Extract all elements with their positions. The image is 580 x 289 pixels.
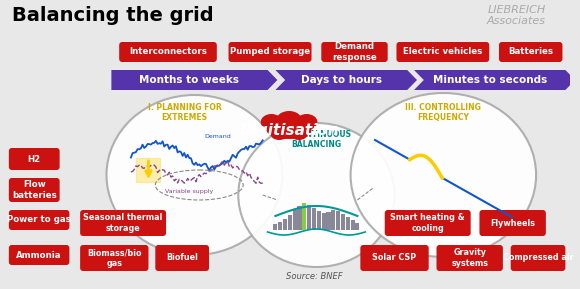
Bar bbox=[350, 220, 354, 230]
Bar bbox=[298, 206, 302, 230]
FancyBboxPatch shape bbox=[80, 245, 148, 271]
Polygon shape bbox=[414, 70, 575, 90]
Text: Flow
batteries: Flow batteries bbox=[12, 180, 57, 200]
Text: Seasonal thermal
storage: Seasonal thermal storage bbox=[84, 213, 163, 233]
Ellipse shape bbox=[270, 128, 288, 140]
Ellipse shape bbox=[350, 93, 536, 257]
Ellipse shape bbox=[261, 114, 282, 130]
Text: Electric vehicles: Electric vehicles bbox=[403, 47, 483, 57]
Polygon shape bbox=[276, 70, 417, 90]
Text: Solar CSP: Solar CSP bbox=[372, 253, 416, 262]
Text: Demand: Demand bbox=[204, 134, 231, 139]
Text: Days to hours: Days to hours bbox=[301, 75, 382, 85]
Bar bbox=[273, 224, 277, 230]
Bar bbox=[312, 208, 316, 230]
Bar bbox=[278, 222, 282, 230]
Text: Pumped storage: Pumped storage bbox=[230, 47, 310, 57]
Text: I. PLANNING FOR
EXTREMES: I. PLANNING FOR EXTREMES bbox=[148, 103, 222, 123]
FancyBboxPatch shape bbox=[437, 245, 503, 271]
FancyBboxPatch shape bbox=[119, 42, 217, 62]
Polygon shape bbox=[111, 70, 277, 90]
Ellipse shape bbox=[290, 128, 307, 140]
Text: Months to weeks: Months to weeks bbox=[139, 75, 240, 85]
FancyBboxPatch shape bbox=[397, 42, 489, 62]
Text: Interconnectors: Interconnectors bbox=[129, 47, 207, 57]
Text: Gravity
systems: Gravity systems bbox=[451, 248, 488, 268]
Text: LIEBREICH: LIEBREICH bbox=[488, 5, 546, 15]
FancyBboxPatch shape bbox=[321, 42, 387, 62]
Bar bbox=[302, 203, 306, 230]
Bar bbox=[331, 210, 335, 230]
Bar bbox=[317, 211, 321, 230]
Text: Demand
response: Demand response bbox=[332, 42, 377, 62]
Text: Compressed air: Compressed air bbox=[503, 253, 574, 262]
FancyBboxPatch shape bbox=[511, 245, 566, 271]
Bar bbox=[283, 219, 287, 230]
Text: Balancing the grid: Balancing the grid bbox=[12, 6, 213, 25]
Text: Source: BNEF: Source: BNEF bbox=[286, 272, 343, 281]
Bar bbox=[341, 214, 345, 230]
Bar bbox=[307, 205, 311, 230]
Bar bbox=[356, 223, 360, 230]
Text: Biofuel: Biofuel bbox=[166, 253, 198, 262]
FancyBboxPatch shape bbox=[155, 245, 209, 271]
Text: Associates: Associates bbox=[487, 16, 546, 26]
Ellipse shape bbox=[296, 114, 317, 130]
Text: III. CONTROLLING
FREQUENCY: III. CONTROLLING FREQUENCY bbox=[405, 103, 481, 123]
FancyBboxPatch shape bbox=[9, 148, 60, 170]
Bar bbox=[321, 213, 326, 230]
FancyBboxPatch shape bbox=[229, 42, 311, 62]
Text: Biomass/bio
gas: Biomass/bio gas bbox=[87, 248, 142, 268]
Ellipse shape bbox=[267, 121, 311, 139]
Bar bbox=[302, 203, 306, 230]
Text: Minutes to seconds: Minutes to seconds bbox=[433, 75, 547, 85]
FancyBboxPatch shape bbox=[360, 245, 429, 271]
Text: Batteries: Batteries bbox=[508, 47, 553, 57]
Text: Ammonia: Ammonia bbox=[16, 251, 62, 260]
FancyBboxPatch shape bbox=[80, 210, 166, 236]
FancyBboxPatch shape bbox=[9, 178, 60, 202]
Ellipse shape bbox=[107, 95, 282, 255]
Bar bbox=[288, 215, 292, 230]
Bar bbox=[293, 210, 297, 230]
Bar bbox=[327, 212, 331, 230]
Bar bbox=[346, 217, 350, 230]
Bar bbox=[336, 211, 340, 230]
Text: II. CONTINUOUS
BALANCING: II. CONTINUOUS BALANCING bbox=[282, 130, 351, 149]
FancyBboxPatch shape bbox=[9, 245, 70, 265]
FancyBboxPatch shape bbox=[9, 210, 70, 230]
Text: Smart heating &
cooling: Smart heating & cooling bbox=[390, 213, 465, 233]
FancyBboxPatch shape bbox=[499, 42, 563, 62]
Text: Variable supply: Variable supply bbox=[165, 189, 213, 194]
FancyBboxPatch shape bbox=[480, 210, 546, 236]
FancyBboxPatch shape bbox=[385, 210, 471, 236]
Ellipse shape bbox=[277, 111, 302, 129]
Text: Power to gas: Power to gas bbox=[7, 216, 71, 225]
Ellipse shape bbox=[238, 123, 394, 267]
Text: H2: H2 bbox=[28, 155, 41, 164]
Text: Digitisation: Digitisation bbox=[239, 123, 339, 138]
Text: Flywheels: Flywheels bbox=[490, 218, 535, 227]
